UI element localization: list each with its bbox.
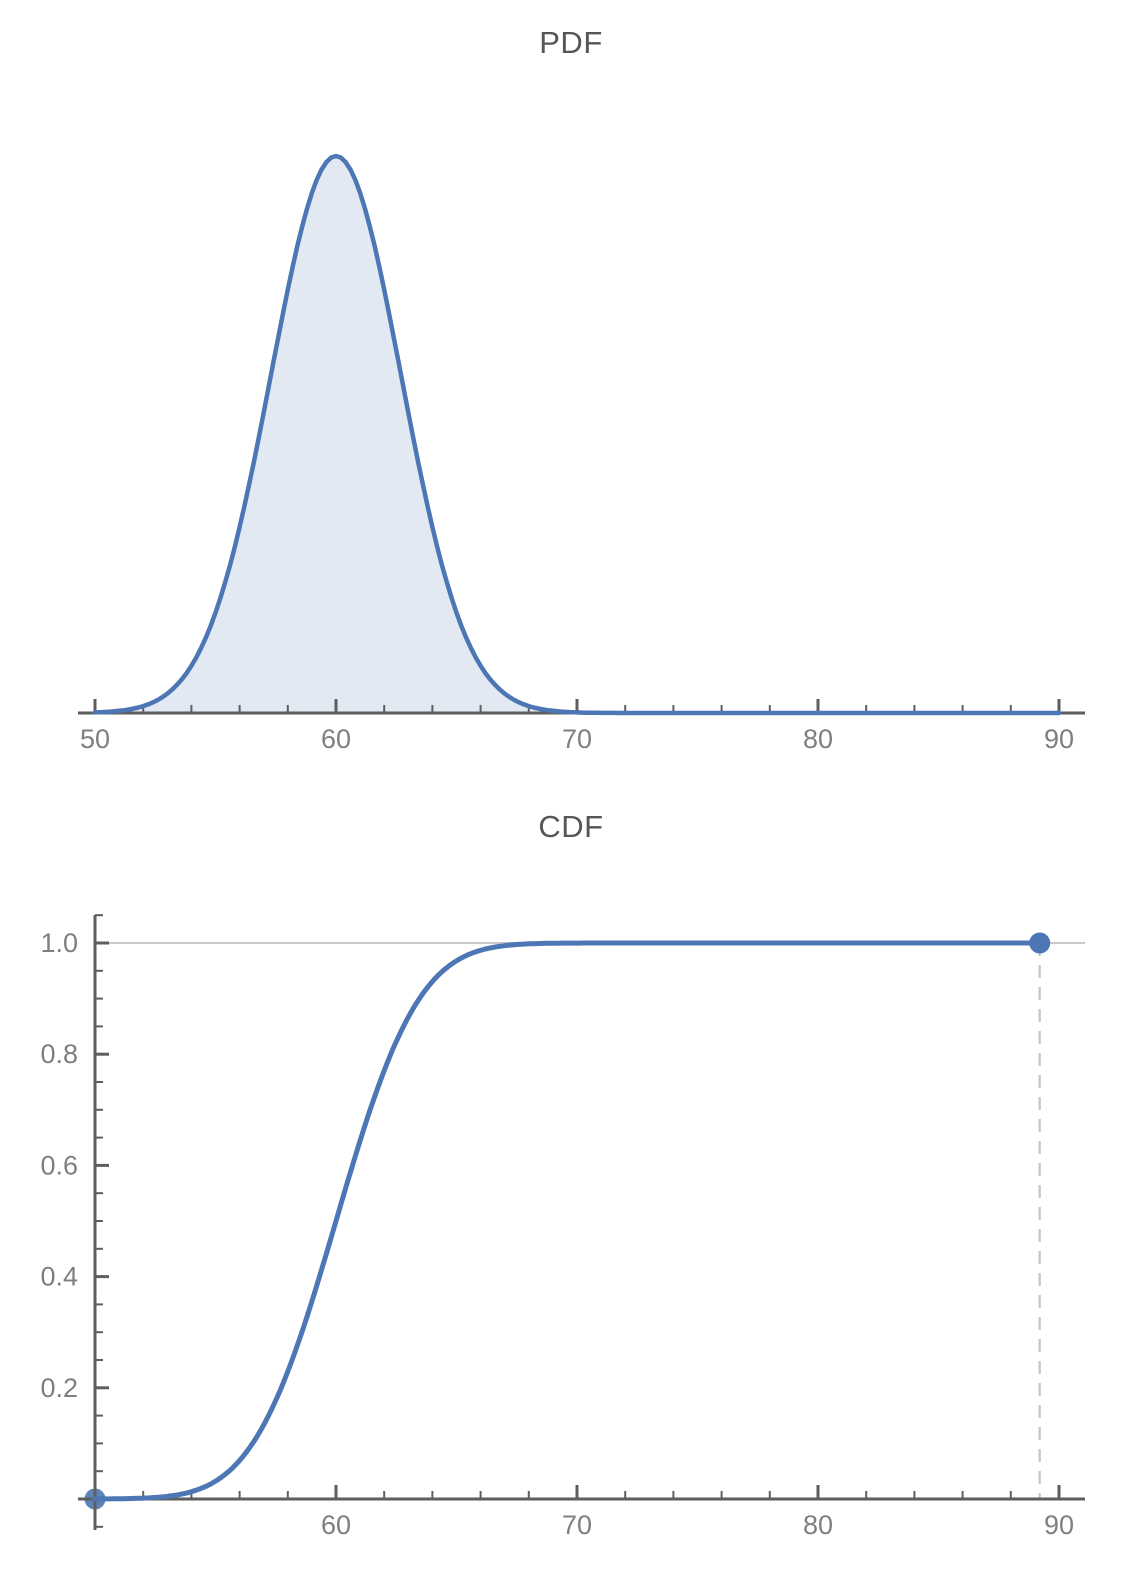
x-tick-label: 70 xyxy=(562,1510,592,1540)
cdf-end-point xyxy=(1029,932,1051,954)
y-tick-label: 0.4 xyxy=(40,1262,78,1292)
x-tick-label: 60 xyxy=(321,1510,351,1540)
x-tick-label: 80 xyxy=(803,1510,833,1540)
cdf-chart-title: CDF xyxy=(538,809,604,844)
cdf-curve xyxy=(92,940,1043,1502)
x-tick-label: 70 xyxy=(562,724,592,754)
x-tick-label: 90 xyxy=(1044,724,1074,754)
pdf-area-fill xyxy=(95,156,1059,713)
y-tick-label: 0.8 xyxy=(40,1039,78,1069)
x-tick-label: 90 xyxy=(1044,1510,1074,1540)
pdf-curve xyxy=(92,153,1062,716)
x-tick-label: 80 xyxy=(803,724,833,754)
x-tick-label: 50 xyxy=(80,724,110,754)
y-tick-label: 1.0 xyxy=(40,928,78,958)
y-tick-label: 0.2 xyxy=(40,1373,78,1403)
x-tick-label: 60 xyxy=(321,724,351,754)
cdf-plot-area: 60 70 80 90 0.2 0.4 0.6 0.8 1.0 xyxy=(40,914,1085,1540)
pdf-chart-title: PDF xyxy=(539,25,603,60)
pdf-plot-area: 50 60 70 80 90 xyxy=(78,153,1085,754)
y-tick-label: 0.6 xyxy=(40,1150,78,1180)
